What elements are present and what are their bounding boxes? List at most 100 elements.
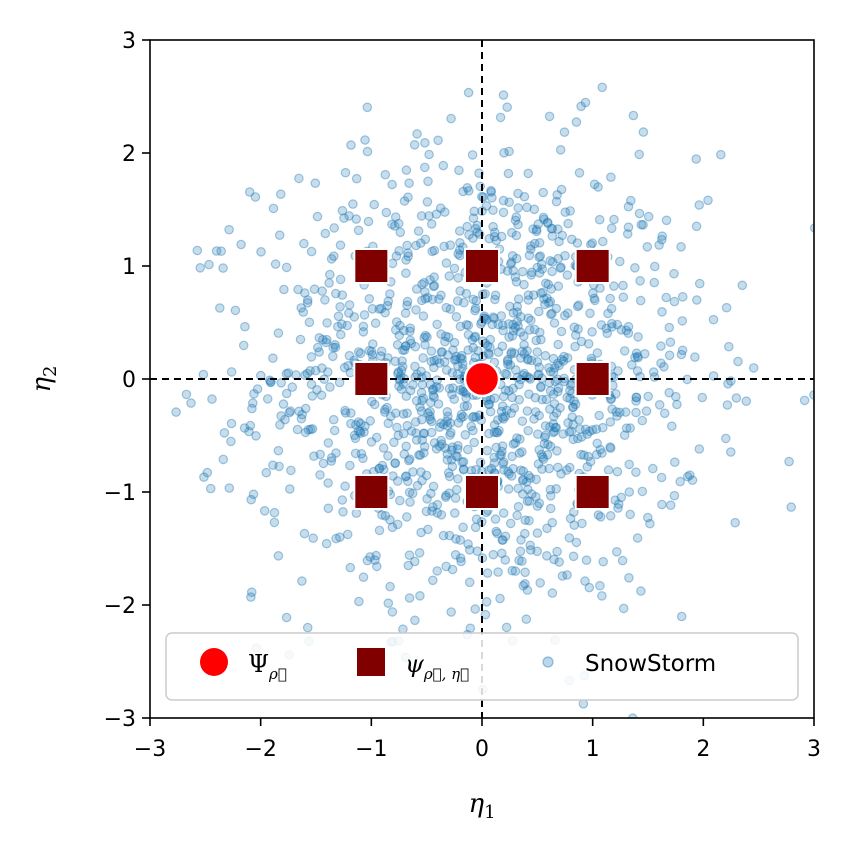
snowstorm-point bbox=[532, 546, 542, 557]
snowstorm-point bbox=[390, 408, 401, 418]
snowstorm-point bbox=[320, 228, 331, 239]
snowstorm-point bbox=[452, 444, 463, 454]
snowstorm-point bbox=[544, 111, 555, 122]
y-tick-label: 2 bbox=[122, 142, 136, 167]
snowstorm-point bbox=[513, 188, 523, 199]
snowstorm-point bbox=[440, 331, 451, 342]
snowstorm-point bbox=[611, 546, 622, 557]
snowstorm-point bbox=[628, 713, 638, 718]
snowstorm-point bbox=[204, 259, 214, 270]
snowstorm-point bbox=[400, 471, 411, 482]
snowstorm-point bbox=[198, 369, 209, 380]
snowstorm-point bbox=[448, 383, 458, 393]
snowstorm-point bbox=[424, 149, 434, 160]
snowstorm-point bbox=[524, 515, 534, 526]
legend: Ψρ⃗ ψρ⃗, η⃗ SnowStorm bbox=[165, 632, 799, 701]
snowstorm-point bbox=[397, 356, 407, 366]
snowstorm-point bbox=[395, 227, 406, 238]
snowstorm-point bbox=[378, 464, 389, 475]
snowstorm-point bbox=[531, 224, 542, 235]
snowstorm-point bbox=[335, 240, 346, 250]
snowstorm-point bbox=[418, 353, 428, 363]
snowstorm-point bbox=[246, 494, 256, 505]
grid-point-square bbox=[574, 361, 611, 397]
snowstorm-point bbox=[537, 394, 547, 405]
snowstorm-point bbox=[304, 317, 315, 328]
snowstorm-point bbox=[374, 525, 385, 536]
snowstorm-point bbox=[659, 361, 669, 372]
snowstorm-point bbox=[268, 460, 278, 470]
snowstorm-point bbox=[809, 223, 814, 233]
snowstorm-point bbox=[471, 412, 481, 422]
snowstorm-point bbox=[432, 566, 442, 576]
snowstorm-point bbox=[541, 394, 552, 405]
snowstorm-point bbox=[570, 341, 580, 352]
snowstorm-point bbox=[478, 192, 489, 202]
snowstorm-point bbox=[576, 449, 586, 460]
snowstorm-point bbox=[481, 201, 492, 211]
snowstorm-point bbox=[507, 330, 518, 341]
snowstorm-point bbox=[315, 449, 325, 460]
snowstorm-point bbox=[500, 411, 511, 422]
snowstorm-point bbox=[533, 306, 544, 317]
snowstorm-point bbox=[264, 375, 275, 386]
snowstorm-point bbox=[544, 404, 555, 414]
snowstorm-point bbox=[568, 434, 579, 445]
y-tick-label: 1 bbox=[122, 255, 136, 280]
snowstorm-point bbox=[676, 242, 686, 252]
snowstorm-point bbox=[484, 233, 495, 244]
snowstorm-point bbox=[344, 300, 355, 310]
snowstorm-point bbox=[570, 330, 581, 340]
snowstorm-point bbox=[432, 507, 443, 518]
snowstorm-point bbox=[521, 477, 532, 487]
snowstorm-point bbox=[543, 298, 554, 308]
snowstorm-point bbox=[345, 460, 355, 471]
snowstorm-point bbox=[518, 331, 529, 341]
snowstorm-point bbox=[606, 318, 617, 329]
snowstorm-point bbox=[420, 330, 431, 341]
snowstorm-point bbox=[240, 321, 250, 332]
snowstorm-point bbox=[522, 345, 532, 356]
snowstorm-point bbox=[461, 288, 472, 299]
snowstorm-point bbox=[556, 326, 567, 337]
legend-label-grid-subscript: ρ⃗, η⃗ bbox=[423, 665, 469, 683]
snowstorm-point bbox=[531, 474, 541, 485]
snowstorm-point bbox=[419, 441, 430, 452]
snowstorm-point bbox=[557, 571, 568, 581]
snowstorm-point bbox=[453, 273, 463, 283]
snowstorm-point bbox=[427, 506, 437, 516]
snowstorm-point bbox=[621, 325, 632, 336]
snowstorm-point bbox=[409, 140, 420, 150]
snowstorm-point bbox=[399, 196, 410, 206]
snowstorm-point bbox=[391, 251, 402, 261]
snowstorm-point bbox=[317, 363, 327, 373]
snowstorm-point bbox=[505, 360, 516, 370]
snowstorm-point bbox=[708, 371, 719, 381]
snowstorm-point bbox=[328, 414, 339, 425]
snowstorm-point bbox=[420, 234, 431, 245]
snowstorm-point bbox=[564, 533, 575, 543]
snowstorm-point bbox=[451, 534, 461, 544]
snowstorm-point bbox=[536, 259, 547, 270]
snowstorm-point bbox=[657, 499, 667, 510]
snowstorm-point bbox=[619, 430, 630, 440]
snowstorm-point bbox=[571, 117, 582, 127]
snowstorm-point bbox=[432, 319, 442, 330]
snowstorm-point bbox=[387, 179, 397, 190]
snowstorm-point bbox=[317, 286, 327, 296]
snowstorm-point bbox=[328, 251, 339, 262]
snowstorm-point bbox=[416, 211, 427, 221]
snowstorm-point bbox=[519, 368, 529, 379]
snowstorm-point bbox=[337, 205, 348, 216]
snowstorm-point bbox=[581, 555, 592, 565]
snowstorm-point bbox=[434, 441, 445, 451]
snowstorm-point bbox=[498, 459, 508, 469]
snowstorm-point bbox=[321, 334, 332, 345]
y-axis-label-subscript: 2 bbox=[40, 365, 61, 376]
snowstorm-point bbox=[676, 611, 687, 622]
snowstorm-point bbox=[505, 259, 516, 269]
snowstorm-point bbox=[721, 302, 732, 313]
snowstorm-point bbox=[545, 255, 555, 266]
snowstorm-point bbox=[613, 499, 624, 509]
snowstorm-point bbox=[562, 353, 573, 363]
